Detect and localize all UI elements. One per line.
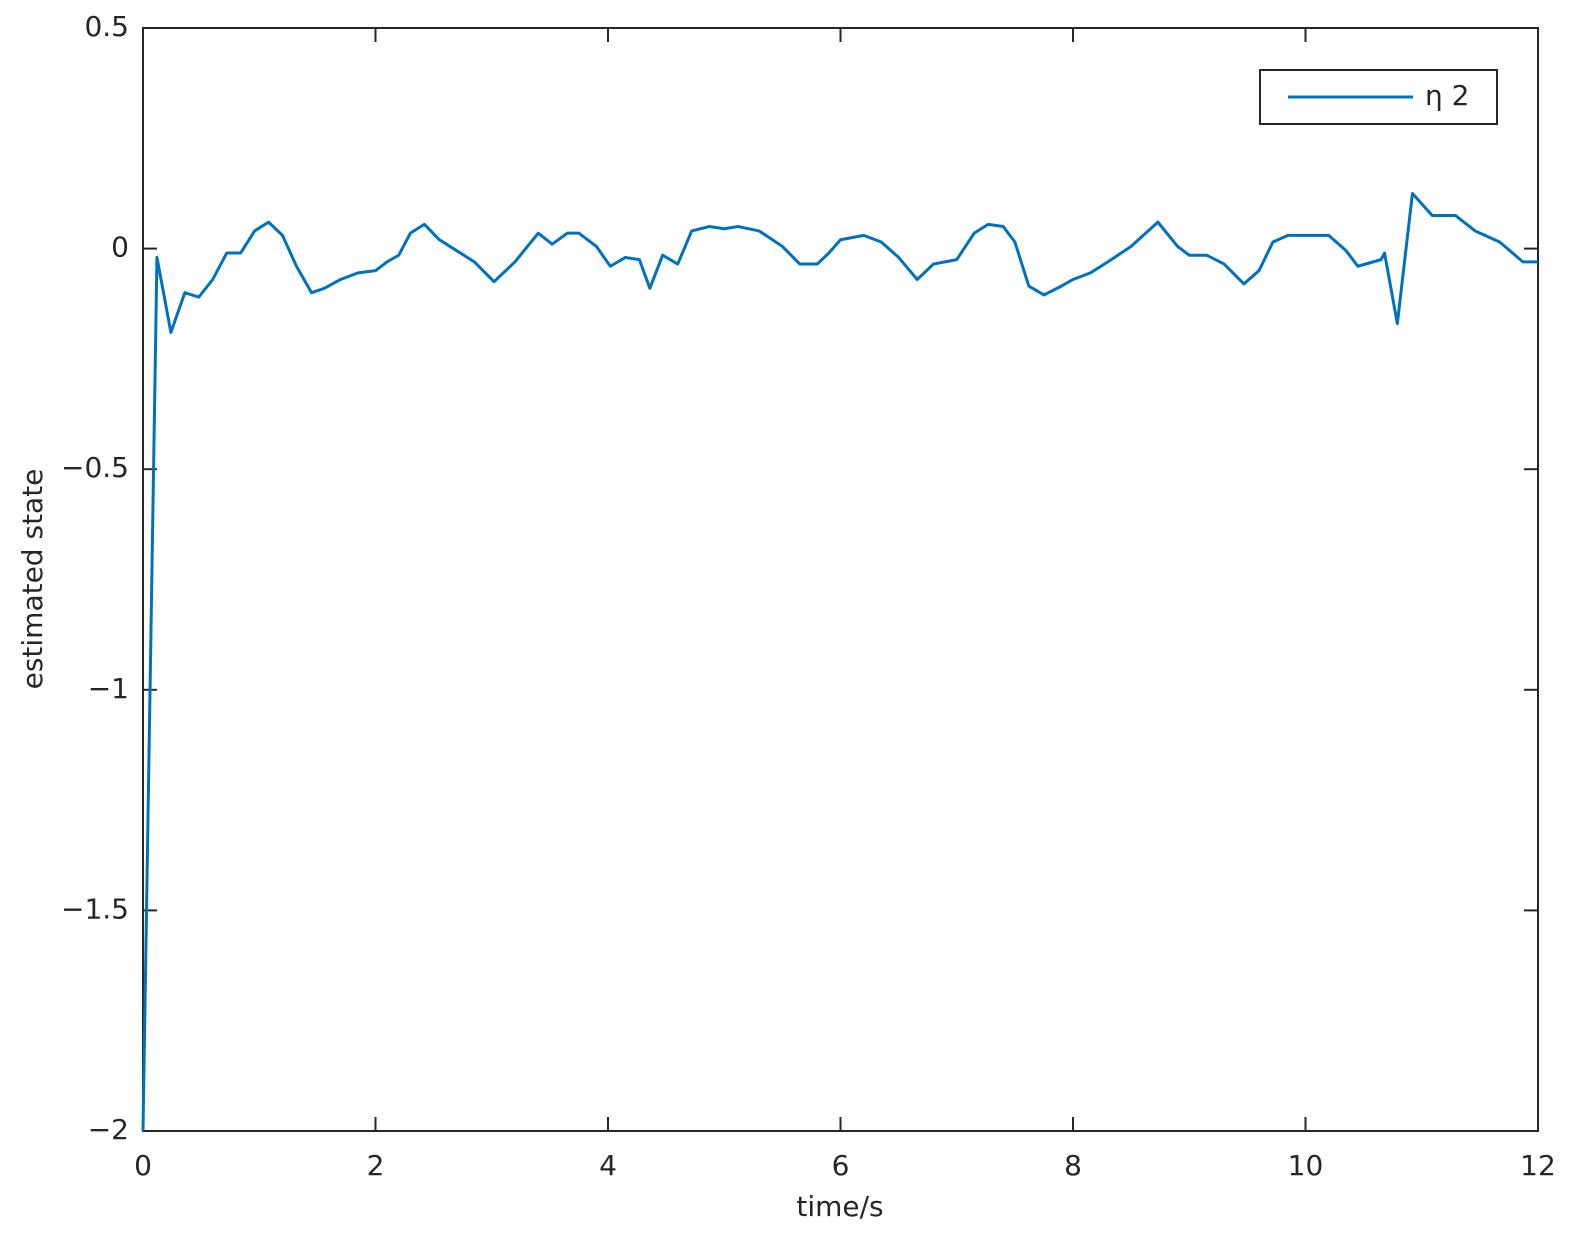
x-tick-label: 8 [1064,1149,1082,1182]
line-series [141,191,1538,1132]
y-axis-label: estimated state [16,469,49,690]
legend-label: η 2 [1425,79,1469,112]
x-tick-label: 12 [1520,1149,1556,1182]
y-tick-label: 0 [111,231,129,264]
x-tick-label: 0 [134,1149,152,1182]
y-tick-label: −2 [88,1113,129,1146]
legend-box [1259,69,1498,125]
plot-area [142,27,1539,1132]
y-tick-label: −0.5 [61,451,129,484]
x-axis-label: time/s [796,1190,883,1223]
x-tick-label: 6 [832,1149,850,1182]
x-tick-label: 2 [367,1149,385,1182]
y-tick-label: −1 [88,672,129,705]
x-tick-label: 10 [1288,1149,1324,1182]
y-tick-label: 0.5 [84,10,129,43]
y-tick-label: −1.5 [61,892,129,925]
x-tick-label: 4 [599,1149,617,1182]
